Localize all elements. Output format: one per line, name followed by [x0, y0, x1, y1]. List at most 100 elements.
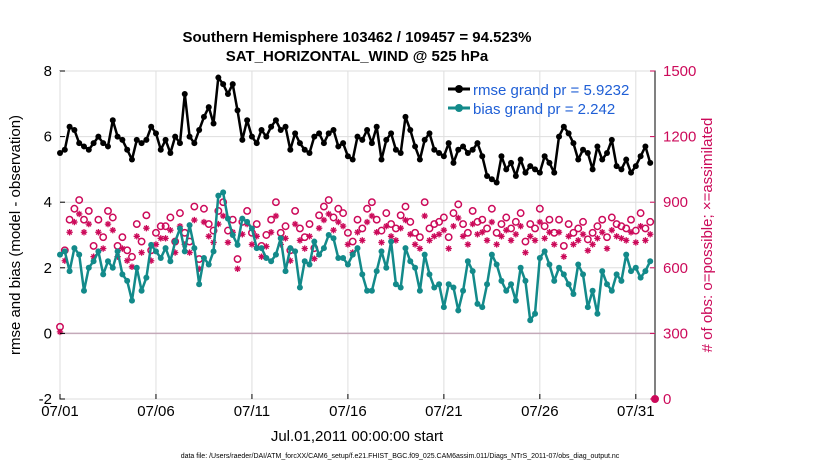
rmse-point: [277, 127, 284, 134]
obs-possible-point: [641, 224, 650, 233]
y-left-tick-label: -2: [39, 391, 52, 408]
obs-assimilated-point: [171, 249, 179, 256]
rmse-point: [306, 150, 313, 156]
obs-assimilated-point: [181, 241, 188, 248]
obs-assimilated-point: [123, 257, 131, 264]
obs-assimilated-point: [104, 220, 112, 228]
rmse-point: [484, 172, 491, 179]
obs-assimilated-point: [416, 245, 424, 252]
bias-point: [373, 268, 380, 275]
bias-point: [344, 261, 351, 268]
y-axis-left-label: rmse and bias (model - observation): [7, 115, 24, 355]
bias-point: [623, 251, 630, 258]
rmse-point: [541, 153, 548, 160]
obs-possible-point: [598, 215, 607, 224]
rmse-point: [503, 166, 510, 173]
obs-possible-point: [348, 237, 357, 246]
bias-point: [450, 284, 457, 291]
obs-possible-point: [70, 204, 79, 213]
obs-assimilated-point: [195, 265, 203, 273]
rmse-point: [80, 143, 87, 150]
bias-point: [584, 304, 591, 311]
rmse-point: [95, 133, 102, 140]
obs-possible-point: [295, 224, 304, 233]
obs-assimilated-point: [219, 212, 227, 220]
rmse-point: [397, 150, 404, 156]
bias-line: [59, 191, 652, 322]
rmse-point: [325, 130, 332, 137]
obs-assimilated-point: [330, 227, 337, 234]
rmse-point: [287, 146, 294, 153]
rmse-point: [311, 133, 318, 140]
obs-assimilated-point: [479, 229, 486, 236]
bias-point: [392, 281, 399, 288]
obs-assimilated-point: [61, 257, 68, 264]
obs-possible-point: [142, 211, 151, 220]
rmse-point: [124, 146, 131, 153]
bias-point: [488, 251, 495, 258]
obs-possible-point: [80, 215, 88, 224]
rmse-point: [637, 153, 644, 160]
bias-point: [320, 245, 327, 252]
obs-possible-point: [104, 206, 112, 215]
obs-possible-point: [535, 204, 544, 213]
rmse-point: [493, 179, 500, 186]
obs-possible-point: [468, 206, 477, 215]
rmse-point: [138, 140, 145, 147]
bias-point: [493, 261, 500, 268]
obs-assimilated-point: [320, 216, 328, 224]
obs-possible-point: [593, 222, 602, 231]
x-tick-label: 07/26: [521, 403, 559, 420]
obs-assimilated-point: [311, 255, 318, 262]
obs-assimilated-point: [498, 233, 505, 240]
bias-point: [215, 192, 222, 199]
rmse-point: [580, 146, 587, 153]
bias-point: [551, 277, 558, 284]
obs-assimilated-point: [618, 235, 625, 242]
obs-possible-point: [463, 228, 472, 237]
rmse-point: [301, 146, 308, 153]
obs-assimilated-point: [248, 241, 256, 248]
obs-assimilated-point: [570, 241, 577, 248]
obs-assimilated-point: [359, 237, 366, 244]
rmse-point: [263, 133, 270, 140]
obs-possible-point: [411, 228, 420, 237]
rmse-point: [647, 159, 654, 166]
rmse-point: [599, 156, 606, 163]
legend-rmse-marker: [455, 85, 463, 93]
chart-title-line1: Southern Hemisphere 103462 / 109457 = 94…: [183, 29, 532, 46]
obs-assimilated-point: [354, 229, 361, 236]
obs-assimilated-point: [579, 231, 587, 238]
bias-point: [431, 284, 438, 291]
bias-point: [71, 245, 78, 252]
obs-assimilated-point: [85, 220, 92, 228]
rmse-point: [416, 156, 423, 163]
bias-point: [311, 238, 318, 245]
obs-assimilated-point: [445, 245, 452, 252]
bias-point: [560, 271, 567, 278]
bias-point: [239, 215, 246, 222]
obs-possible-point: [511, 217, 520, 226]
rmse-point: [527, 163, 534, 170]
bias-point: [172, 238, 179, 245]
bias-point: [220, 189, 227, 196]
rmse-point: [469, 146, 476, 153]
obs-possible-point: [492, 228, 501, 237]
obs-possible-point: [636, 209, 645, 218]
bias-point: [474, 300, 481, 307]
rmse-point: [594, 143, 601, 150]
bias-point: [604, 281, 611, 288]
bias-point: [196, 281, 203, 288]
bias-point: [244, 218, 251, 225]
rmse-point: [421, 136, 428, 143]
x-tick-label: 07/01: [41, 403, 79, 420]
rmse-line: [59, 76, 652, 184]
rmse-point: [104, 143, 111, 150]
obs-possible-point: [99, 233, 108, 242]
rmse-point: [248, 133, 255, 140]
rmse-point: [210, 120, 217, 127]
bias-point: [541, 248, 548, 255]
bias-point: [594, 310, 601, 317]
bias-point: [536, 254, 543, 261]
bias-point: [388, 238, 395, 245]
